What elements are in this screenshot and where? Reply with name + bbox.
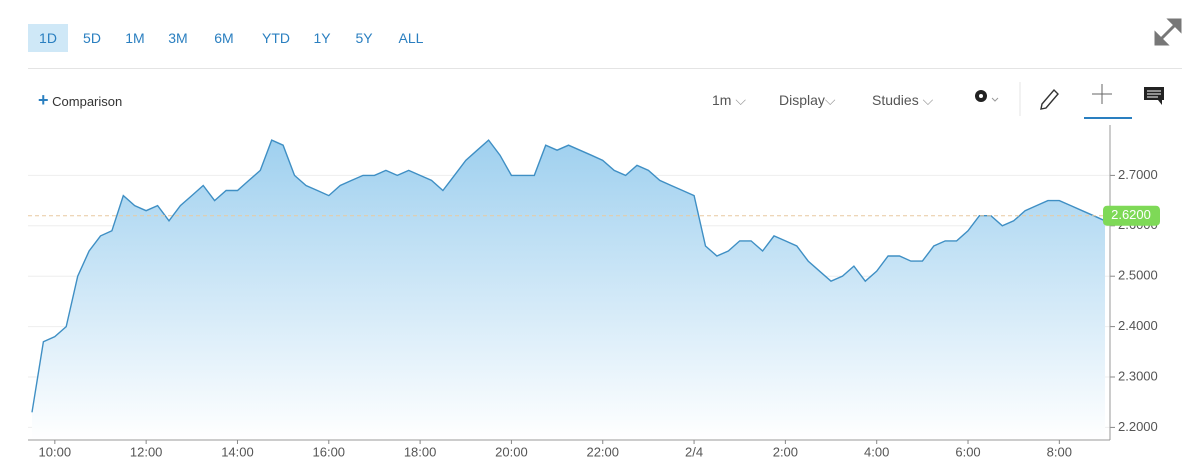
expand-icon[interactable] [1154,18,1182,46]
crosshair-icon[interactable] [1092,84,1112,104]
chevron: ⌵ [735,92,746,108]
x-tick-label: 14:00 [221,444,254,459]
display-label: Display [779,92,825,108]
display-button[interactable]: Display⌵ [779,88,836,112]
range-button[interactable]: 5Y [355,30,373,46]
x-tick-label: 12:00 [130,444,163,459]
range-button[interactable]: ALL [398,30,424,46]
comment-icon[interactable] [1144,87,1164,105]
y-tick-label: 2.4000 [1118,318,1158,333]
studies-label: Studies [872,92,919,108]
studies-button[interactable]: Studies ⌵ [872,88,933,112]
x-tick-label: 2/4 [685,444,703,459]
chevron: ⌵ [922,92,934,108]
y-tick-label: 2.2000 [1118,419,1158,434]
range-button[interactable]: 1D [28,24,68,52]
area-fill [32,140,1105,440]
interval-button[interactable]: 1m ⌵ [712,88,746,112]
range-button[interactable]: 3M [168,30,188,46]
chevron: ⌵ [824,92,836,108]
comparison-button[interactable]: + Comparison [38,88,122,114]
price-badge-label: 2.6200 [1111,207,1151,222]
x-tick-label: 10:00 [39,444,72,459]
settings-icon[interactable] [975,90,999,102]
x-tick-label: 6:00 [955,444,980,459]
interval-label: 1m [712,92,732,108]
y-tick-label: 2.5000 [1118,268,1158,283]
x-tick-label: 20:00 [495,444,528,459]
x-tick-label: 8:00 [1047,444,1072,459]
x-tick-label: 4:00 [864,444,889,459]
comparison-label: Comparison [52,94,123,109]
x-tick-label: 2:00 [773,444,798,459]
price-line [31,139,1106,413]
range-button[interactable]: YTD [262,30,290,46]
plus-icon: + [38,90,49,110]
x-tick-label: 18:00 [404,444,437,459]
range-button[interactable]: 1Y [313,30,331,46]
price-badge [1103,205,1160,226]
y-tick-label: 2.3000 [1118,368,1158,383]
x-tick-label: 16:00 [313,444,346,459]
draw-icon[interactable] [1040,88,1059,110]
separator [28,68,1182,69]
x-tick-label: 22:00 [586,444,619,459]
range-button[interactable]: 6M [214,30,234,46]
range-button[interactable]: 1M [125,30,145,46]
range-button[interactable]: 5D [83,30,101,46]
y-tick-label: 2.7000 [1118,167,1158,182]
